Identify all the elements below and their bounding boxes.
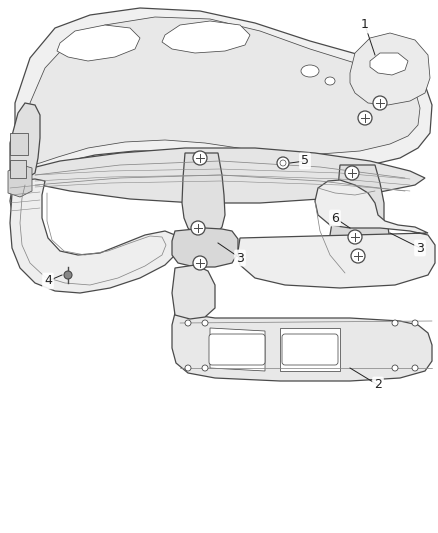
FancyBboxPatch shape [10,160,26,178]
Polygon shape [330,217,390,259]
Polygon shape [10,103,40,179]
Circle shape [392,365,398,371]
Circle shape [392,320,398,326]
Text: 5: 5 [301,155,309,167]
FancyBboxPatch shape [209,334,265,365]
Polygon shape [370,53,408,75]
Polygon shape [57,25,140,61]
Polygon shape [350,33,430,105]
Polygon shape [18,148,425,203]
Circle shape [64,271,72,279]
Circle shape [193,151,207,165]
FancyBboxPatch shape [10,133,28,155]
Polygon shape [336,165,384,241]
Text: 3: 3 [416,241,424,254]
Circle shape [345,166,359,180]
Circle shape [373,96,387,110]
Circle shape [280,160,286,166]
Polygon shape [8,165,32,197]
Circle shape [412,320,418,326]
Text: 3: 3 [236,252,244,264]
Text: 4: 4 [44,274,52,287]
Polygon shape [280,328,340,371]
Polygon shape [172,265,215,319]
Circle shape [185,365,191,371]
Circle shape [348,230,362,244]
Polygon shape [210,328,265,371]
Polygon shape [172,311,432,381]
Polygon shape [172,228,238,267]
Ellipse shape [325,77,335,85]
Circle shape [358,111,372,125]
Polygon shape [15,8,432,175]
Circle shape [412,365,418,371]
Polygon shape [30,17,420,165]
Polygon shape [10,178,35,215]
Polygon shape [238,180,435,288]
Text: 6: 6 [331,212,339,224]
Circle shape [191,221,205,235]
Ellipse shape [301,65,319,77]
Polygon shape [10,179,178,293]
FancyBboxPatch shape [282,334,338,365]
Circle shape [351,249,365,263]
Polygon shape [182,153,225,237]
Polygon shape [162,21,250,53]
Circle shape [185,320,191,326]
Text: 2: 2 [374,378,382,392]
Text: 1: 1 [361,19,369,31]
Circle shape [193,256,207,270]
Circle shape [202,320,208,326]
Circle shape [277,157,289,169]
Circle shape [202,365,208,371]
